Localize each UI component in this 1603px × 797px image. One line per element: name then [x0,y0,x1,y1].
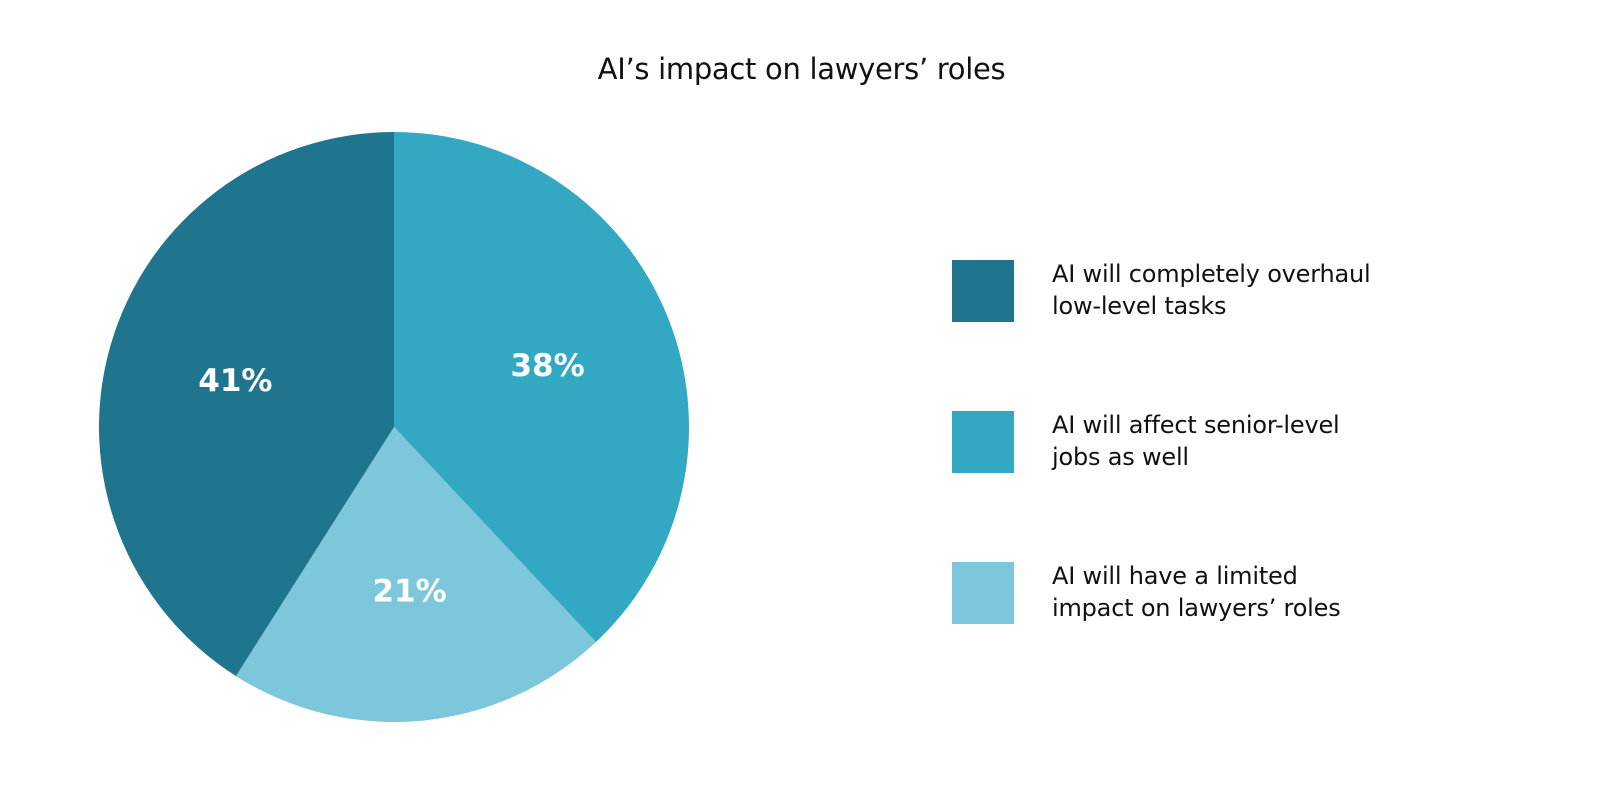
legend-item: AI will affect senior-level jobs as well [952,401,1372,473]
legend-swatch [952,260,1014,322]
legend-label: AI will affect senior-level jobs as well [1052,411,1340,471]
legend-label: AI will have a limited impact on lawyers… [1052,562,1341,622]
pie-slice [99,131,394,677]
pie-slice [394,132,689,643]
chart-title: AI’s impact on lawyers’ roles [597,52,1006,86]
pie-slice [235,427,596,722]
legend-item: AI will have a limited impact on lawyers… [952,552,1372,624]
pie-slice-label: 21% [372,573,446,609]
pie-slice-label: 41% [198,363,272,399]
legend-swatch [952,562,1014,624]
pie-slice-label: 38% [510,348,584,384]
legend-item: AI will completely overhaul low-level ta… [952,250,1372,322]
legend-label: AI will completely overhaul low-level ta… [1052,260,1371,320]
legend-swatch [952,411,1014,473]
